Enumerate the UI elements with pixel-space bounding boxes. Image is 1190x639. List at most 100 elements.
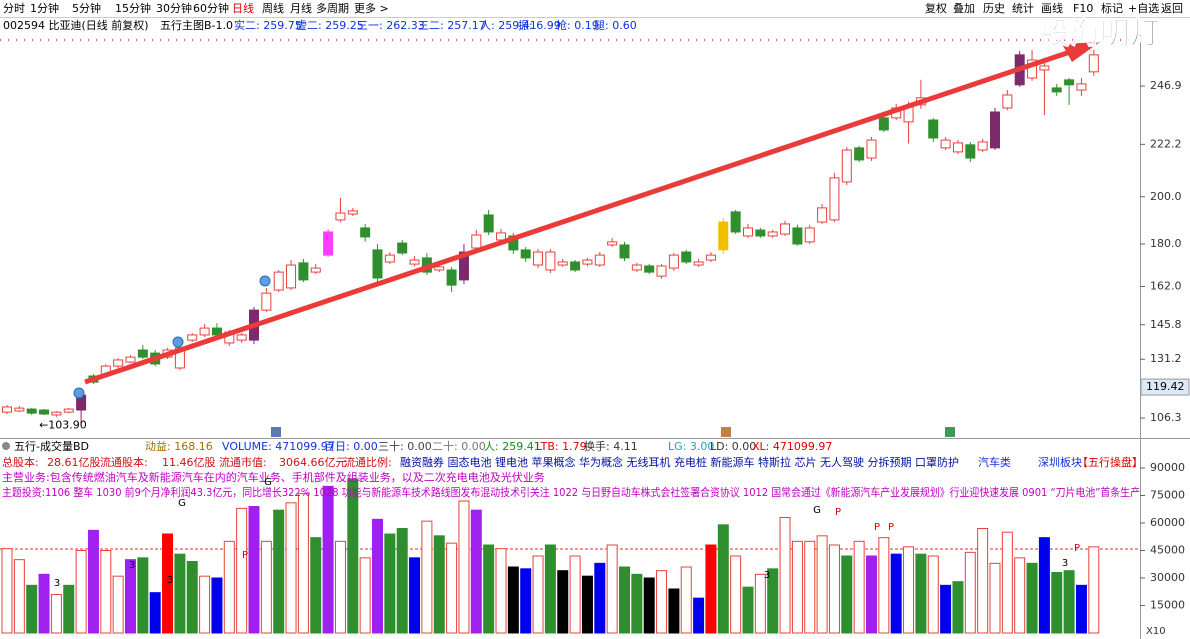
candle-body xyxy=(1039,65,1050,71)
period-button[interactable]: 30分钟 xyxy=(156,1,192,15)
candle-body xyxy=(718,221,729,251)
candle-body xyxy=(1027,59,1038,79)
tool-button[interactable]: 标记 xyxy=(1101,1,1123,15)
signal-icon xyxy=(172,336,184,348)
volume-bar xyxy=(273,509,285,634)
candle-body xyxy=(434,266,445,271)
volume-bar xyxy=(804,540,816,634)
volume-bar xyxy=(421,520,433,634)
candle-body xyxy=(39,409,50,415)
candle-body xyxy=(817,207,828,223)
volume-bar xyxy=(1001,531,1013,634)
candle-body xyxy=(644,265,655,273)
volume-bar xyxy=(334,540,346,634)
candle-body xyxy=(841,149,852,183)
candle-body xyxy=(1088,54,1099,73)
candle-body xyxy=(26,408,37,414)
indicator-readout: 人: 259.41 xyxy=(480,19,537,32)
volume-bar xyxy=(581,575,593,634)
candle-body xyxy=(273,271,284,291)
candle-body xyxy=(113,359,124,367)
period-button[interactable]: 周线 xyxy=(262,1,284,15)
volume-bar xyxy=(791,540,803,634)
candle-body xyxy=(14,407,25,412)
y-tick-label: 145.8 xyxy=(1150,318,1182,331)
candle-body xyxy=(792,227,803,245)
candle-body xyxy=(1064,79,1075,86)
volume-bar xyxy=(1,548,13,634)
period-button[interactable]: 多周期 xyxy=(316,1,349,15)
volume-bar xyxy=(297,493,309,634)
candle-body xyxy=(137,349,148,358)
volume-bar xyxy=(866,555,877,634)
candle-body xyxy=(668,254,679,269)
volume-bar xyxy=(989,562,1001,634)
candle-body xyxy=(619,244,630,259)
volume-annotation: 3 xyxy=(54,578,60,589)
volume-bar xyxy=(668,588,680,634)
event-icon xyxy=(945,427,955,437)
volume-bar xyxy=(680,566,692,634)
volume-annotation: 3 xyxy=(167,575,173,586)
stock-title: 002594 比亚迪(日线 前复权) xyxy=(3,18,149,32)
volume-bar xyxy=(100,550,112,634)
volume-bar xyxy=(186,561,198,634)
candle-body xyxy=(767,231,778,237)
y-tick-label: 106.3 xyxy=(1150,411,1182,424)
candle-body xyxy=(2,406,12,413)
volume-annotation: G xyxy=(264,477,272,488)
volume-bar xyxy=(483,544,495,634)
volume-bar xyxy=(199,575,211,634)
y-tick-label: 75000 xyxy=(1150,489,1185,502)
candle-body xyxy=(458,251,469,281)
event-icon xyxy=(721,427,731,437)
stock-stat: 11.46亿股 xyxy=(162,456,216,469)
y-tick-label: 222.2 xyxy=(1150,137,1182,150)
period-button[interactable]: 日线 xyxy=(232,1,254,15)
brand: 【五行操盘】 xyxy=(1077,455,1143,469)
candle-body xyxy=(866,139,877,159)
candle-body xyxy=(125,356,136,363)
period-button[interactable]: 月线 xyxy=(290,1,312,15)
candle-body xyxy=(829,177,840,221)
y-tick-label: 180.0 xyxy=(1150,237,1182,250)
cursor-value-box xyxy=(1140,378,1190,396)
volume-bar xyxy=(75,550,87,634)
candle-body xyxy=(730,211,741,233)
volume-bar xyxy=(260,540,272,634)
tool-button[interactable]: F10 xyxy=(1073,2,1093,15)
volume-bar xyxy=(112,575,124,634)
tool-button[interactable]: 复权 xyxy=(925,1,947,15)
volume-bar xyxy=(742,586,754,634)
tool-button[interactable]: 叠加 xyxy=(953,2,975,15)
tool-button[interactable]: 统计 xyxy=(1012,2,1034,15)
tool-button[interactable]: 画线 xyxy=(1041,1,1063,15)
indicator-readout: 腿: 0.60 xyxy=(594,19,637,32)
themes: 主题投资:1106 整车 1030 前9个月净利润43.3亿元，同比增长322%… xyxy=(2,485,1140,499)
period-button[interactable]: 更多 > xyxy=(354,1,389,15)
volume-readout: 换手: 4.11 xyxy=(584,439,638,453)
event-icon xyxy=(271,427,281,437)
candle-body xyxy=(607,241,618,246)
candle-body xyxy=(63,408,74,413)
candle-body xyxy=(594,254,605,266)
period-button[interactable]: 60分钟 xyxy=(193,1,229,15)
candle-body xyxy=(347,210,358,215)
candle-body xyxy=(483,214,494,233)
tool-button[interactable]: 历史 xyxy=(983,2,1005,15)
volume-bar xyxy=(841,555,853,634)
tool-button[interactable]: +自选 xyxy=(1128,2,1159,15)
period-button[interactable]: 1分钟 xyxy=(30,1,59,15)
candle-body xyxy=(693,261,704,266)
tool-button[interactable]: 返回 xyxy=(1161,2,1183,15)
period-button[interactable]: 分时 xyxy=(3,2,25,15)
candle-body xyxy=(952,142,963,153)
signal-icon xyxy=(73,387,85,399)
marks xyxy=(1,49,1100,634)
period-button[interactable]: 5分钟 xyxy=(72,1,101,15)
volume-bar xyxy=(890,553,902,634)
volume-readout: 三十: 0.00 xyxy=(378,439,432,453)
volume-annotation: P xyxy=(242,550,248,561)
period-button[interactable]: 15分钟 xyxy=(115,1,151,15)
candle-body xyxy=(360,227,371,238)
